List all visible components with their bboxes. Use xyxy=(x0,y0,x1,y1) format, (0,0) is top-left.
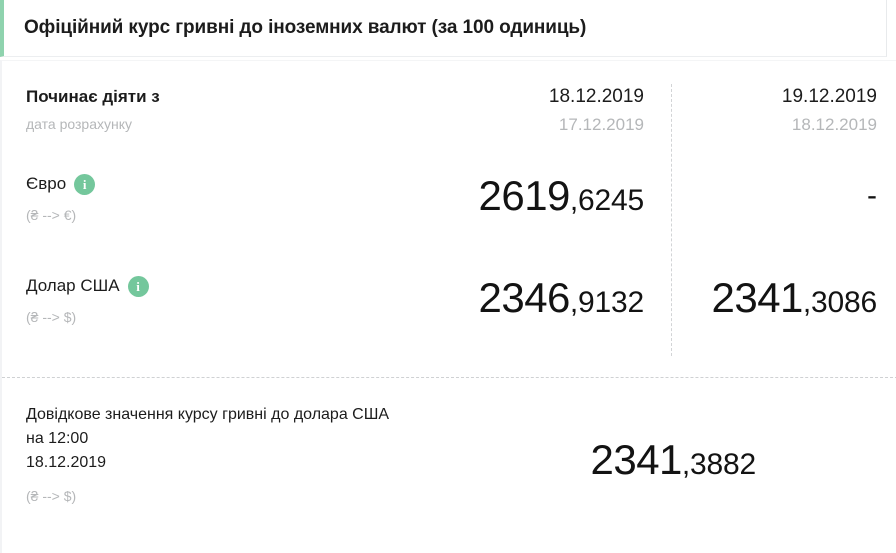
rate-value-eur-col1: 2619,6245 xyxy=(478,173,644,219)
rate-cell-usd-col1: 2346,9132 xyxy=(442,275,670,331)
rate-cell-eur-col1: 2619,6245 xyxy=(442,173,670,229)
rate-integer: 2619 xyxy=(478,172,570,219)
reference-date: 18.12.2019 xyxy=(26,454,107,471)
rates-card: Починає діяти з дата розрахунку 18.12.20… xyxy=(0,60,896,553)
reference-currency-pair: (₴ --> $) xyxy=(26,488,77,504)
table-row: Долар США i (₴ --> $) 2346,9132 2341,308… xyxy=(2,275,896,331)
date-column-1: 18.12.2019 17.12.2019 xyxy=(442,86,670,136)
section-divider xyxy=(2,377,896,378)
rate-fraction: ,3086 xyxy=(802,286,877,319)
currency-name-line-usd: Долар США i xyxy=(26,275,442,297)
rate-integer: 2341 xyxy=(711,274,803,321)
column-divider xyxy=(671,84,672,356)
calculation-date-2: 18.12.2019 xyxy=(791,115,877,134)
currency-label-cell-eur: Євро i (₴ --> €) xyxy=(2,173,442,224)
reference-value: 2341,3882 xyxy=(442,437,756,493)
reference-value-integer: 2341 xyxy=(590,436,682,483)
page-title: Офіційний курс гривні до іноземних валют… xyxy=(24,17,587,38)
reference-time: на 12:00 xyxy=(26,430,89,447)
rates-section: Починає діяти з дата розрахунку 18.12.20… xyxy=(2,61,896,377)
currency-label-cell-usd: Долар США i (₴ --> $) xyxy=(2,275,442,326)
reference-text-block: Довідкове значення курсу гривні до долар… xyxy=(26,403,466,505)
rate-fraction: ,9132 xyxy=(569,286,644,319)
reference-title: Довідкове значення курсу гривні до долар… xyxy=(26,406,390,423)
calculation-date-label: дата розрахунку xyxy=(26,116,132,132)
effective-date-2: 19.12.2019 xyxy=(781,86,877,107)
date-column-2: 19.12.2019 18.12.2019 xyxy=(670,86,896,136)
rate-cell-usd-col2: 2341,3086 xyxy=(670,275,896,331)
currency-name-usd: Долар США xyxy=(26,276,120,295)
dates-label-cell: Починає діяти з дата розрахунку xyxy=(2,86,442,135)
currency-name-eur: Євро xyxy=(26,174,67,193)
dates-header-row: Починає діяти з дата розрахунку 18.12.20… xyxy=(2,86,896,136)
info-icon[interactable]: i xyxy=(127,275,149,297)
calculation-date-1: 17.12.2019 xyxy=(558,115,644,134)
effective-from-label: Починає діяти з xyxy=(26,87,160,106)
rate-value-usd-col2: 2341,3086 xyxy=(711,275,877,321)
rate-fraction: ,6245 xyxy=(569,184,644,217)
effective-date-1: 18.12.2019 xyxy=(548,86,644,107)
table-row: Євро i (₴ --> €) 2619,6245 - xyxy=(2,173,896,229)
rate-value-eur-col2: - xyxy=(867,179,877,212)
rate-value-usd-col1: 2346,9132 xyxy=(478,275,644,321)
header-card: Офіційний курс гривні до іноземних валют… xyxy=(0,0,887,57)
rate-empty-placeholder: - xyxy=(867,179,877,212)
currency-name-line-eur: Євро i xyxy=(26,173,442,195)
rate-integer: 2346 xyxy=(478,274,570,321)
reference-value-fraction: ,3882 xyxy=(681,448,756,481)
currency-pair-usd: (₴ --> $) xyxy=(26,309,77,325)
rate-cell-eur-col2: - xyxy=(670,173,896,224)
currency-pair-eur: (₴ --> €) xyxy=(26,207,77,223)
info-icon[interactable]: i xyxy=(74,173,96,195)
reference-section: Довідкове значення курсу гривні до долар… xyxy=(2,377,896,553)
